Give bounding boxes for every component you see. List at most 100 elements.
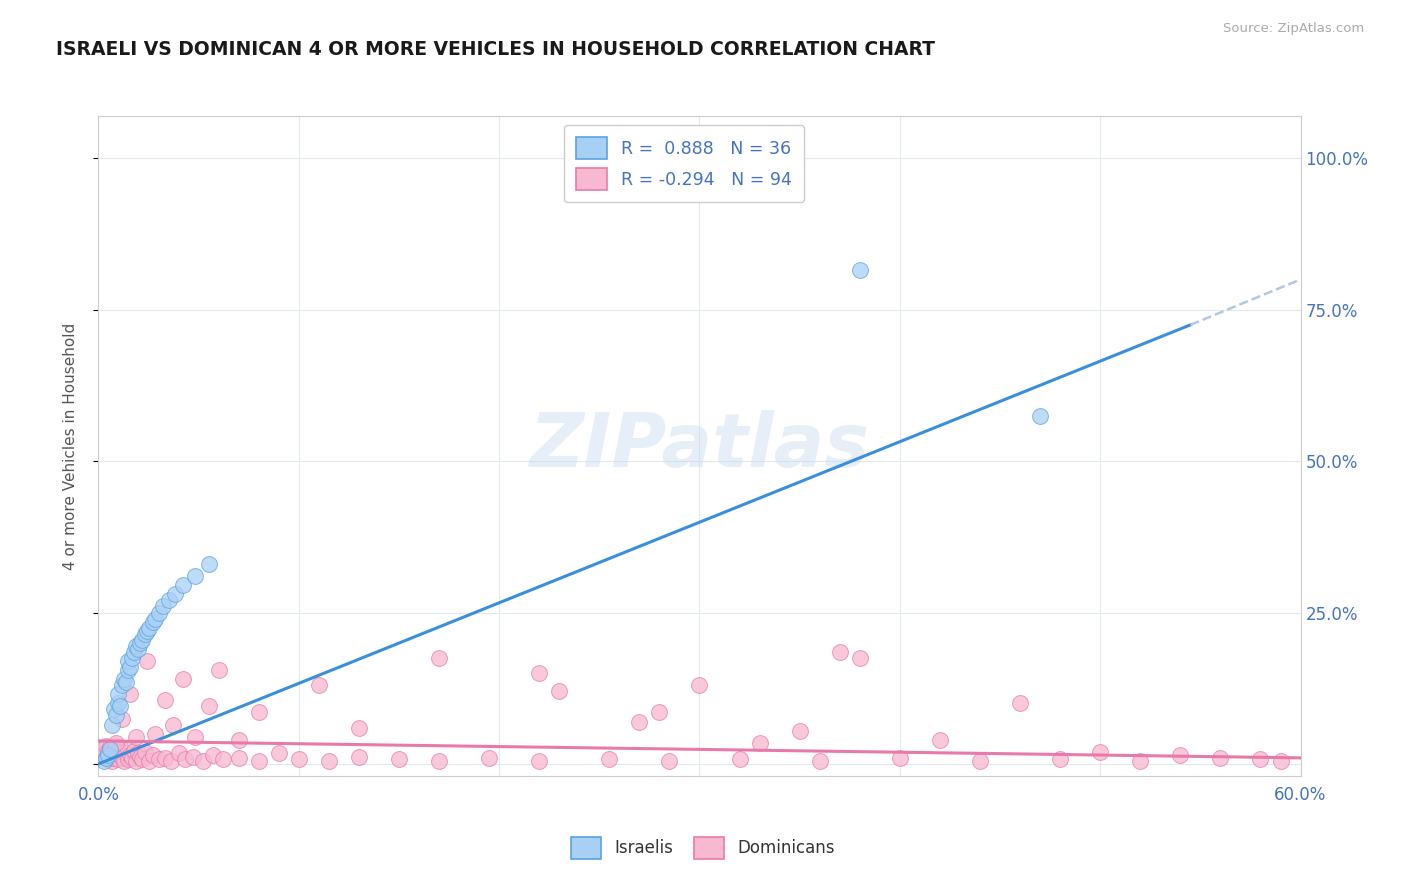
Point — [148, 606, 170, 620]
Point — [120, 660, 142, 674]
Point — [117, 663, 139, 677]
Point — [121, 651, 143, 665]
Point — [247, 754, 270, 768]
Point — [427, 651, 450, 665]
Point — [97, 752, 120, 766]
Y-axis label: 4 or more Vehicles in Household: 4 or more Vehicles in Household — [63, 322, 77, 570]
Point — [135, 654, 157, 668]
Point — [105, 736, 128, 750]
Point — [120, 687, 142, 701]
Point — [103, 751, 125, 765]
Legend: R =  0.888   N = 36, R = -0.294   N = 94: R = 0.888 N = 36, R = -0.294 N = 94 — [564, 125, 804, 202]
Point — [110, 747, 132, 762]
Point — [157, 593, 180, 607]
Point — [135, 624, 157, 638]
Point — [114, 754, 136, 768]
Point — [97, 743, 120, 757]
Point — [181, 749, 204, 764]
Point — [288, 752, 311, 766]
Point — [105, 708, 128, 723]
Point — [1010, 697, 1032, 711]
Point — [93, 754, 115, 768]
Point — [125, 754, 148, 768]
Point — [153, 751, 176, 765]
Point — [689, 678, 711, 692]
Point — [129, 636, 152, 650]
Point — [115, 675, 138, 690]
Point — [247, 706, 270, 720]
Point — [141, 747, 163, 762]
Point — [124, 645, 146, 659]
Point — [101, 754, 124, 768]
Point — [107, 743, 129, 757]
Point — [648, 706, 671, 720]
Point — [131, 752, 153, 766]
Point — [134, 745, 156, 759]
Point — [849, 651, 872, 665]
Point — [138, 621, 160, 635]
Point — [828, 645, 851, 659]
Point — [96, 751, 118, 765]
Point — [1250, 752, 1272, 766]
Point — [153, 693, 176, 707]
Point — [93, 746, 115, 760]
Point — [267, 746, 290, 760]
Point — [162, 717, 184, 731]
Point — [208, 663, 231, 677]
Point — [173, 752, 195, 766]
Point — [125, 730, 148, 744]
Point — [388, 752, 411, 766]
Point — [197, 557, 219, 571]
Point — [191, 754, 214, 768]
Point — [628, 714, 651, 729]
Point — [143, 611, 166, 625]
Point — [100, 741, 122, 756]
Point — [107, 752, 129, 766]
Point — [125, 639, 148, 653]
Point — [121, 751, 143, 765]
Point — [152, 599, 174, 614]
Point — [598, 752, 620, 766]
Point — [143, 726, 166, 740]
Point — [129, 749, 152, 764]
Point — [110, 699, 132, 714]
Point — [172, 578, 194, 592]
Point — [110, 739, 132, 754]
Point — [172, 672, 194, 686]
Point — [124, 743, 146, 757]
Point — [131, 632, 153, 647]
Point — [529, 666, 551, 681]
Point — [111, 751, 134, 765]
Point — [548, 684, 571, 698]
Point — [163, 587, 186, 601]
Point — [134, 626, 156, 640]
Point — [1170, 747, 1192, 762]
Text: ISRAELI VS DOMINICAN 4 OR MORE VEHICLES IN HOUSEHOLD CORRELATION CHART: ISRAELI VS DOMINICAN 4 OR MORE VEHICLES … — [56, 40, 935, 59]
Point — [115, 746, 138, 760]
Point — [658, 754, 681, 768]
Point — [808, 754, 831, 768]
Point — [228, 751, 250, 765]
Point — [117, 752, 139, 766]
Point — [478, 751, 501, 765]
Point — [969, 754, 991, 768]
Point — [849, 263, 872, 277]
Point — [183, 569, 205, 583]
Point — [111, 745, 134, 759]
Point — [107, 697, 129, 711]
Point — [1088, 745, 1111, 759]
Text: ZIPatlas: ZIPatlas — [530, 409, 869, 483]
Point — [929, 732, 952, 747]
Point — [96, 751, 118, 765]
Point — [128, 746, 150, 760]
Point — [748, 736, 770, 750]
Point — [159, 754, 181, 768]
Point — [105, 739, 128, 753]
Point — [148, 752, 170, 766]
Point — [728, 752, 751, 766]
Point — [128, 641, 150, 656]
Point — [100, 749, 122, 764]
Point — [318, 754, 340, 768]
Point — [114, 672, 136, 686]
Point — [347, 749, 370, 764]
